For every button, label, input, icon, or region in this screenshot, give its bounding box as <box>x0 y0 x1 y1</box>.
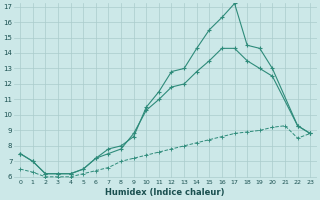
X-axis label: Humidex (Indice chaleur): Humidex (Indice chaleur) <box>106 188 225 197</box>
